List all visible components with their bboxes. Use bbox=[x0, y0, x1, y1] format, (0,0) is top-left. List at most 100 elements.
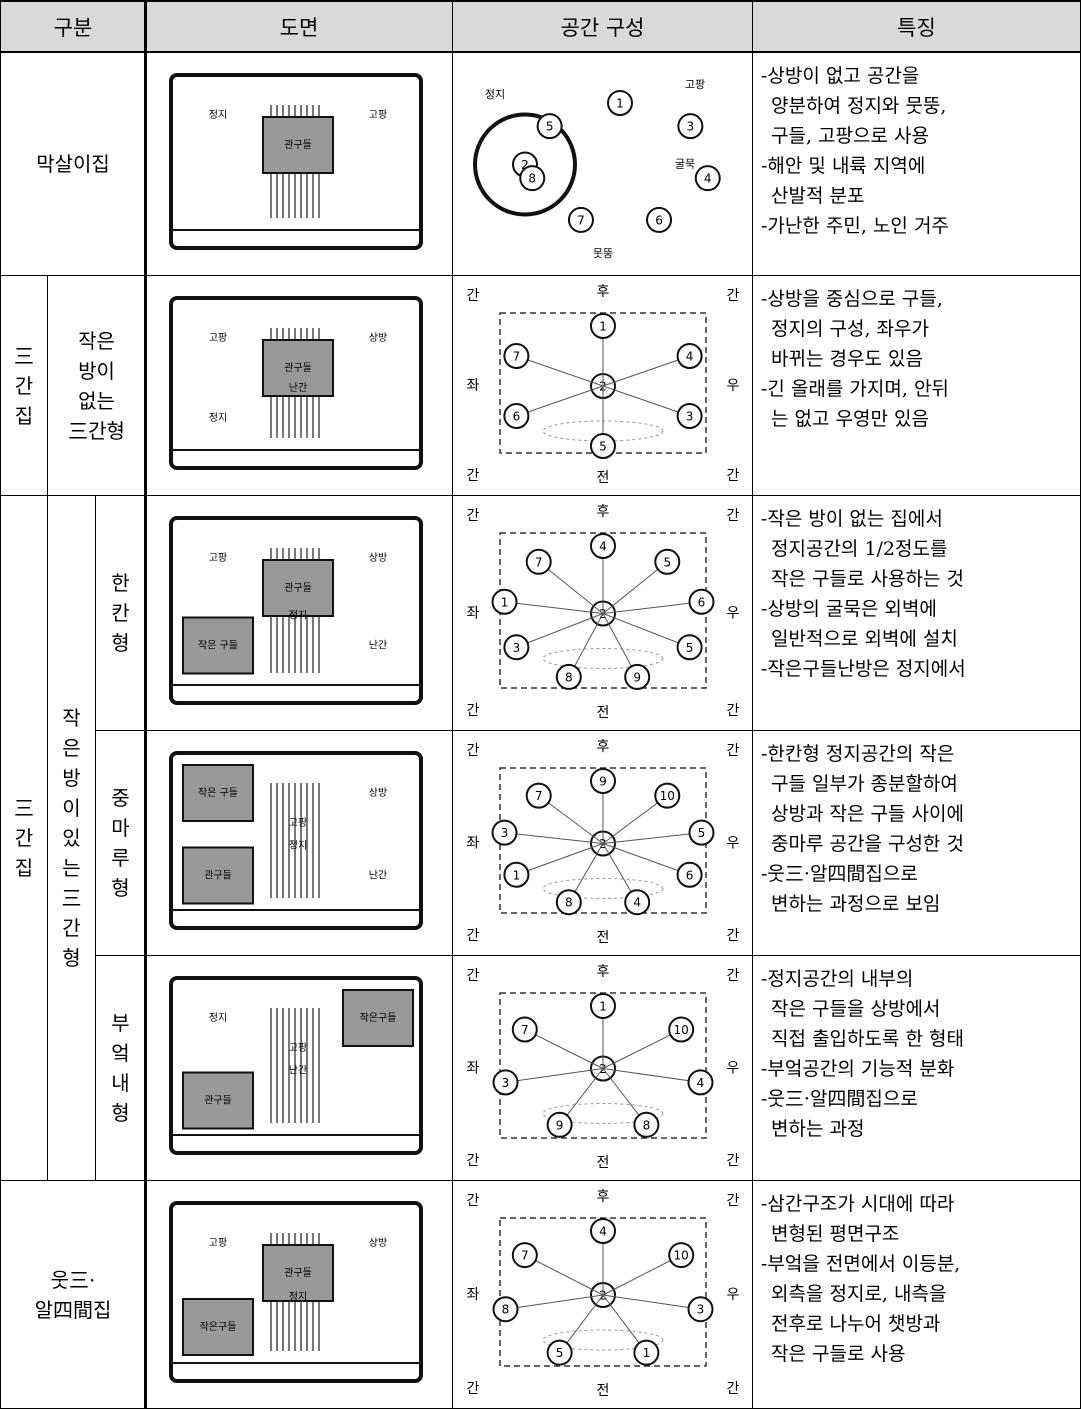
diagram-node bbox=[676, 634, 703, 661]
plan-label: 정지 bbox=[209, 412, 227, 424]
feature-line: 산발적 분포 bbox=[771, 185, 865, 207]
direction-label: 간 bbox=[727, 288, 740, 304]
feature-line: 정지의 구성, 좌우가 bbox=[771, 318, 929, 340]
plan-cell: 정지 관구들 고팡 bbox=[145, 52, 453, 276]
diagram-node-label: 7 bbox=[577, 213, 585, 227]
diagram-node bbox=[646, 206, 673, 233]
diagram-node-label: 1 bbox=[616, 97, 624, 111]
diagram-node-label: 9 bbox=[556, 1118, 564, 1132]
category-text: 중 bbox=[111, 786, 130, 810]
category-text: 방이 bbox=[78, 358, 115, 383]
diagram-arrow bbox=[524, 1029, 604, 1069]
diagram-node bbox=[511, 1016, 538, 1043]
diagram-cell: 정지 굴묵 고팡 뭇뚱 2 1 3 4 6 7 8 5 bbox=[452, 52, 753, 276]
category-text: 한 bbox=[111, 571, 130, 595]
diagram-node bbox=[654, 548, 681, 575]
diagram-node-label: 7 bbox=[513, 350, 521, 364]
direction-label: 후 bbox=[597, 964, 610, 980]
plan-label: 정지 bbox=[289, 1291, 307, 1303]
direction-label: 좌 bbox=[467, 1061, 480, 1077]
diagram-node bbox=[492, 1069, 519, 1096]
feature-line: 변하는 과정 bbox=[771, 1118, 865, 1140]
plan-label: 고팡 bbox=[209, 552, 227, 564]
plan-label: 고팡 bbox=[289, 817, 307, 829]
diagram-node-label: 7 bbox=[521, 1249, 529, 1263]
diagram-node-label: 10 bbox=[674, 1023, 689, 1037]
header-cell: 특징 bbox=[752, 0, 1081, 53]
diagram-node-label: 3 bbox=[502, 1076, 510, 1090]
diagram-ellipse bbox=[542, 648, 664, 669]
header-text: 구분 bbox=[53, 15, 93, 40]
diagram-node bbox=[555, 663, 582, 690]
header-text: 특징 bbox=[897, 15, 936, 40]
diagram-arrow bbox=[602, 385, 690, 417]
plan-cell: 작은 구들 고팡 상방 관구들 정지 난간 bbox=[145, 730, 453, 956]
diagram-node bbox=[688, 588, 715, 615]
plan-label: 상방 bbox=[369, 787, 387, 799]
diagram-node-label: 2 bbox=[521, 158, 529, 172]
plan-label: 난간 bbox=[369, 870, 387, 882]
category-text: 三 bbox=[61, 886, 82, 910]
diagram-arrow bbox=[516, 843, 604, 876]
diagram-node bbox=[590, 533, 616, 559]
features-cell: -작은 방이 없는 집에서 정지공간의 1/2정도를 작은 구들로 사용하는 것 -상… bbox=[752, 495, 1081, 731]
plan-label: 난간 bbox=[289, 1065, 307, 1077]
diagram-node-label: 5 bbox=[698, 826, 706, 840]
header-cell: 구분 bbox=[0, 0, 146, 53]
plan-label: 상방 bbox=[369, 552, 387, 564]
diagram-node bbox=[503, 343, 530, 369]
feature-line: 정지공간의 1/2정도를 bbox=[771, 538, 948, 560]
border-rule bbox=[144, 0, 147, 1409]
direction-label: 후 bbox=[597, 284, 610, 300]
feature-line: 작은 구들로 사용 bbox=[771, 1343, 906, 1365]
category-text: 는 bbox=[62, 856, 81, 880]
diagram-cell: 간간간간후좌우전211048937 bbox=[452, 955, 753, 1181]
category-text: 三 bbox=[14, 343, 34, 368]
category-text: 작 bbox=[62, 706, 81, 730]
plan-room bbox=[262, 116, 334, 174]
diagram-node-label: 8 bbox=[502, 1303, 510, 1317]
diagram-node-label: 1 bbox=[513, 868, 521, 882]
direction-label: 간 bbox=[467, 468, 480, 484]
plan-label: 고팡 bbox=[209, 332, 227, 344]
feature-line: 작은 구들을 상방에서 bbox=[771, 998, 941, 1020]
feature-line: 작은 구들로 사용하는 것 bbox=[771, 568, 964, 590]
direction-label: 간 bbox=[467, 928, 480, 944]
diagram-cell: 간간간간후좌우전2456598317 bbox=[452, 495, 753, 731]
diagram-node-label: 6 bbox=[686, 868, 694, 882]
diagram-node bbox=[491, 819, 518, 846]
plan-outline bbox=[169, 976, 423, 1155]
features-cell: -삼간구조가 시대에 따라 변형된 평면구조 -부엌을 전면에서 이등분, 외측을 정… bbox=[752, 1180, 1081, 1409]
diagram-node bbox=[633, 1339, 660, 1366]
direction-label: 전 bbox=[597, 930, 610, 946]
feature-line: -웃三·알四間집으로 bbox=[761, 1088, 918, 1110]
feature-line: -상방을 중심으로 구들, bbox=[761, 288, 943, 310]
diagram-node bbox=[491, 588, 518, 615]
feature-line: 양분하여 정지와 뭇뚱, bbox=[771, 95, 947, 117]
category-text: 마 bbox=[111, 816, 130, 840]
feature-line: 상방과 작은 구들 사이에 bbox=[771, 803, 964, 825]
diagram-node bbox=[503, 403, 530, 429]
diagram-node bbox=[519, 165, 546, 192]
feature-line: 전후로 나누어 챗방과 bbox=[771, 1313, 941, 1335]
direction-label: 우 bbox=[727, 606, 740, 622]
diagram-node-label: 4 bbox=[697, 1076, 705, 1090]
feature-line: 외측을 정지로, 내측을 bbox=[771, 1283, 947, 1305]
plan-room bbox=[182, 764, 254, 822]
plan-room bbox=[262, 1244, 334, 1302]
plan-room bbox=[182, 1298, 254, 1356]
direction-label: 간 bbox=[727, 508, 740, 524]
diagram-node bbox=[546, 1339, 573, 1366]
diagram-node-label: 1 bbox=[599, 320, 607, 334]
diagram-node bbox=[654, 782, 681, 809]
diagram-arrow bbox=[602, 1254, 682, 1296]
diagram-cell: 간간간간후좌우전241031587 bbox=[452, 1180, 753, 1409]
diagram-node bbox=[525, 782, 552, 809]
diagram-node bbox=[590, 433, 616, 459]
